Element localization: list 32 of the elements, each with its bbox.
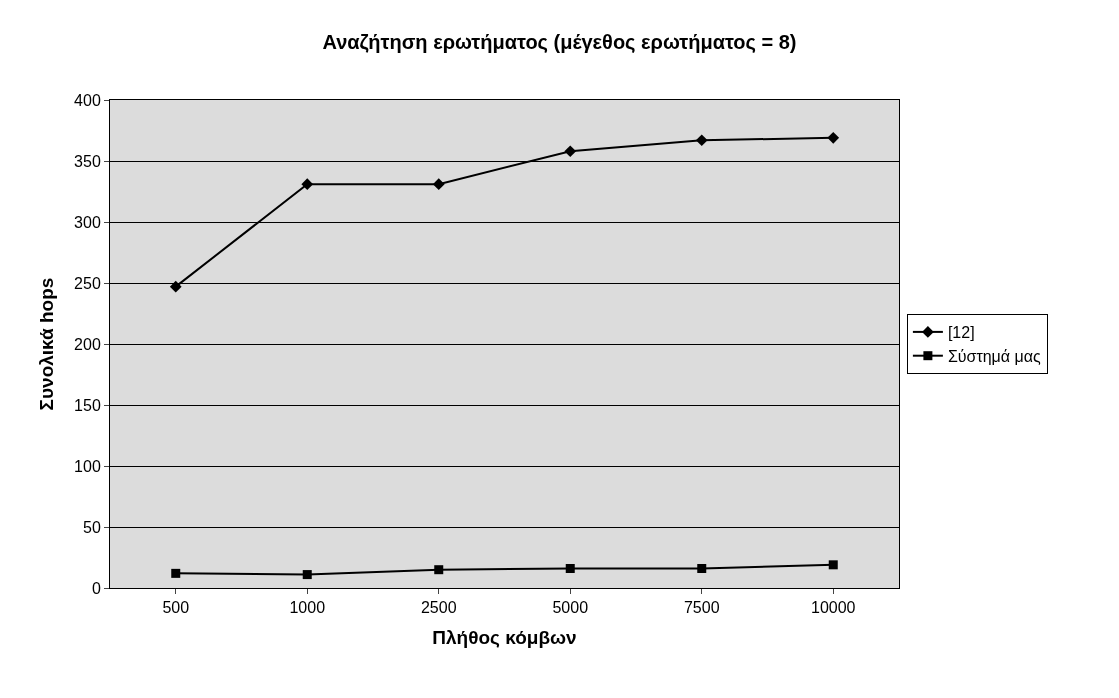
legend-label: Σύστημά μας xyxy=(947,347,1042,365)
x-axis-title: Πλήθος κόμβων xyxy=(432,627,577,648)
legend-label: [12] xyxy=(947,324,975,342)
point xyxy=(434,565,444,575)
point xyxy=(695,134,708,147)
y-tick-label: 0 xyxy=(91,579,101,597)
point xyxy=(828,560,838,570)
x-tick-label: 2500 xyxy=(420,599,457,617)
point xyxy=(169,280,182,293)
y-tick-label: 100 xyxy=(74,457,101,475)
point xyxy=(827,131,840,144)
point xyxy=(302,570,312,580)
y-tick-label: 50 xyxy=(83,518,101,536)
y-tick-label: 250 xyxy=(74,274,101,292)
point xyxy=(432,178,445,191)
point xyxy=(301,178,314,191)
point xyxy=(697,563,707,573)
x-tick-label: 500 xyxy=(162,599,190,617)
y-tick-label: 300 xyxy=(74,213,101,231)
x-tick-label: 7500 xyxy=(683,599,720,617)
point xyxy=(565,563,575,573)
x-tick-label: 1000 xyxy=(289,599,326,617)
y-axis-title: Συνολικά hops xyxy=(35,277,57,411)
y-tick-label: 200 xyxy=(74,335,101,353)
y-tick-label: 150 xyxy=(74,396,101,414)
point xyxy=(564,145,577,158)
point xyxy=(171,568,181,578)
chart-title: Αναζήτηση ερωτήματος (μέγεθος ερωτήματος = 8) xyxy=(322,30,797,53)
x-tick-label: 10000 xyxy=(811,599,856,617)
y-tick-label: 400 xyxy=(74,91,101,109)
y-tick-label: 350 xyxy=(74,152,101,170)
x-tick-label: 5000 xyxy=(552,599,589,617)
